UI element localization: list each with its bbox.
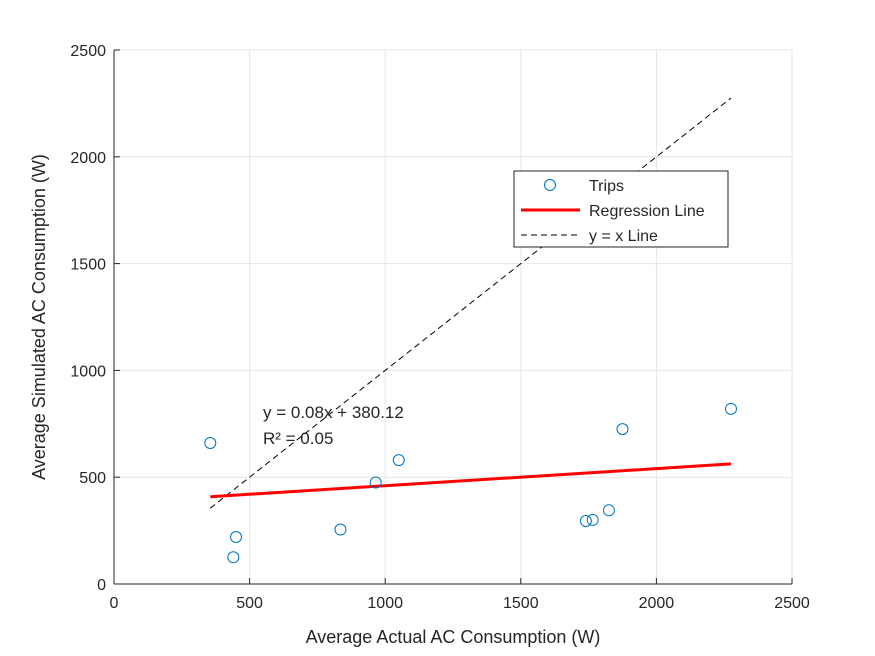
trip-point — [586, 513, 599, 526]
trip-point — [334, 523, 347, 536]
x-tick-label: 1000 — [367, 595, 403, 612]
axes: 0 500 1000 1500 2000 2500 0 500 1000 1500 2000 2500 — [70, 43, 809, 612]
y-tick-label: 500 — [79, 470, 106, 487]
x-tick-label: 2000 — [639, 595, 675, 612]
y-axis-label: Average Simulated AC Consumption (W) — [29, 154, 49, 480]
trip-point — [616, 423, 629, 436]
regression-equation-annotation: y = 0.08x + 380.12 — [263, 403, 404, 422]
legend-trips-label: Trips — [589, 178, 624, 195]
regression-line — [210, 462, 732, 499]
regression-line-layer — [210, 462, 732, 499]
legend-regression-label: Regression Line — [589, 203, 705, 220]
y-tick-label: 2500 — [70, 43, 106, 60]
y-tick-label: 1000 — [70, 363, 106, 380]
y-tick-label: 1500 — [70, 257, 106, 274]
trip-point — [602, 504, 615, 517]
trip-point — [230, 531, 243, 544]
legend: Trips Regression Line y = x Line — [513, 170, 729, 248]
trip-point — [724, 402, 737, 415]
x-axis-label: Average Actual AC Consumption (W) — [306, 627, 601, 647]
legend-identity-label: y = x Line — [589, 228, 658, 245]
points-layer — [204, 402, 737, 564]
x-tick-label: 0 — [110, 595, 119, 612]
reference-line-layer — [209, 97, 732, 509]
x-tick-label: 1500 — [503, 595, 539, 612]
y-tick-label: 2000 — [70, 150, 106, 167]
y-tick-label: 0 — [97, 577, 106, 594]
identity-line — [209, 97, 732, 509]
x-tick-label: 2500 — [774, 595, 810, 612]
trip-point — [579, 514, 592, 527]
x-tick-label: 500 — [236, 595, 263, 612]
trip-point — [369, 476, 382, 489]
trip-point — [392, 454, 405, 467]
trip-point — [227, 551, 240, 564]
grid — [113, 49, 793, 585]
trip-point — [204, 437, 217, 450]
legend-trips-marker — [544, 179, 556, 191]
r-squared-annotation: R² = 0.05 — [263, 429, 333, 448]
